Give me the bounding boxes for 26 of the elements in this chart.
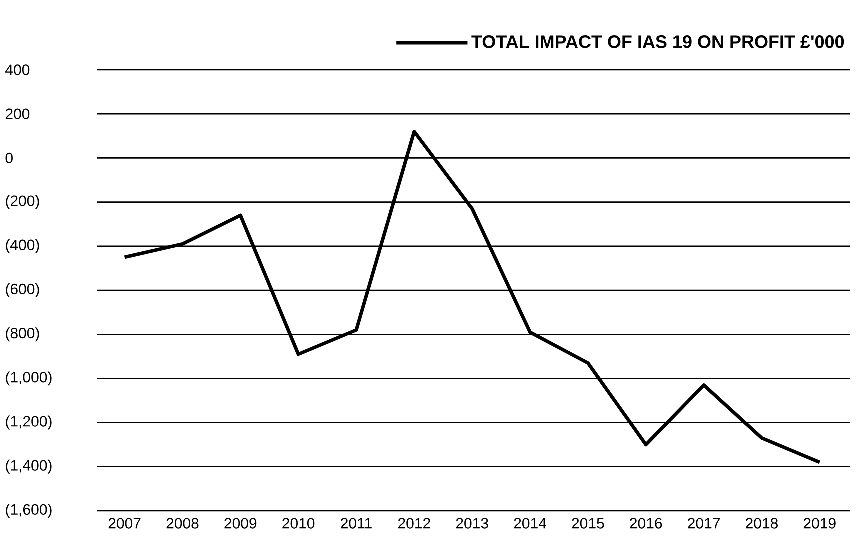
x-tick-label: 2017 [688, 518, 720, 529]
y-tick-label: 200 [6, 108, 30, 120]
y-tick-label: 0 [6, 152, 13, 164]
x-tick-label: 2009 [224, 518, 257, 529]
x-tick-label: 2012 [398, 518, 430, 529]
x-tick-label: 2019 [804, 518, 836, 529]
legend-label: TOTAL IMPACT OF IAS 19 ON PROFIT £'000 [472, 36, 844, 48]
y-tick-label: (400) [6, 239, 40, 254]
x-tick-label: 2016 [630, 518, 662, 529]
x-tick-label: 2010 [282, 518, 315, 529]
x-tick-label: 2007 [108, 518, 141, 529]
line-series [123, 130, 822, 464]
x-tick-label: 2018 [746, 518, 778, 529]
y-tick-label: (800) [6, 328, 40, 342]
y-tick-label: (200) [6, 195, 40, 210]
y-tick-label: (1,400) [6, 460, 52, 474]
y-tick-label: (1,000) [6, 372, 52, 386]
y-tick-label: (1,200) [6, 416, 52, 430]
x-tick-label: 2011 [341, 518, 372, 529]
x-tick-label: 2014 [514, 518, 547, 529]
x-tick-label: 2013 [456, 518, 488, 529]
y-tick-label: (600) [6, 284, 40, 298]
x-tick-label: 2008 [166, 518, 199, 529]
x-tick-label: 2015 [572, 518, 604, 529]
y-tick-label: 400 [6, 64, 30, 76]
y-tick-label: (1,600) [6, 504, 52, 518]
